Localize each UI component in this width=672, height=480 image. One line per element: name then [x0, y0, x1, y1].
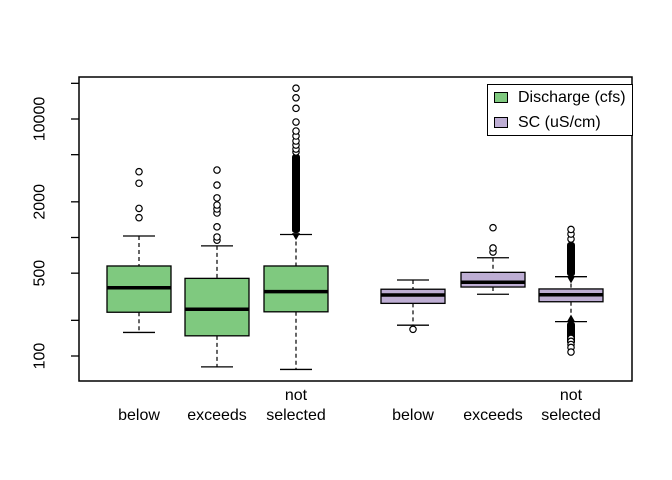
legend-swatch-sc: [494, 117, 508, 128]
outlier-point-sc-exceeds: [489, 223, 497, 232]
outlier-point-discharge-not-selected: [292, 104, 300, 113]
outlier-point-discharge-below: [135, 167, 143, 176]
outlier-point-sc-below: [409, 325, 417, 334]
box-discharge-not-selected: [263, 265, 329, 313]
outlier-point-discharge-below: [135, 213, 143, 222]
box-sc-exceeds: [460, 271, 526, 288]
outlier-point-sc-not-selected: [567, 348, 575, 356]
x-category-label: not: [560, 387, 583, 404]
legend: Discharge (cfs) SC (uS/cm): [487, 84, 633, 136]
box-discharge-exceeds: [184, 277, 250, 337]
outlier-column-discharge-not-selected: [292, 153, 300, 234]
outlier-column-tip-discharge-not-selected: [292, 233, 300, 241]
x-category-label: exceeds: [463, 407, 523, 424]
y-tick-label: 2000: [32, 184, 49, 220]
outlier-point-discharge-not-selected: [292, 118, 300, 126]
y-tick-label: 100: [32, 343, 49, 370]
outlier-point-discharge-below: [135, 179, 143, 188]
outlier-point-discharge-exceeds: [213, 233, 221, 241]
x-category-label: selected: [266, 407, 326, 424]
outlier-point-discharge-exceeds: [213, 166, 221, 174]
x-category-label: selected: [541, 407, 601, 424]
outlier-column-tip-sc-not-selected: [567, 276, 575, 284]
outlier-point-discharge-not-selected: [292, 93, 300, 102]
x-category-label: below: [118, 407, 160, 424]
outlier-point-sc-not-selected: [567, 225, 575, 234]
legend-swatch-discharge: [494, 92, 508, 103]
outlier-point-discharge-exceeds: [213, 194, 221, 202]
outlier-point-discharge-exceeds: [213, 201, 221, 209]
y-tick-label: 10000: [32, 97, 49, 142]
outlier-point-sc-exceeds: [489, 244, 497, 252]
legend-item-discharge: Discharge (cfs): [494, 87, 632, 109]
outlier-point-discharge-not-selected: [292, 127, 300, 135]
x-category-label: exceeds: [187, 407, 247, 424]
outlier-point-discharge-not-selected: [292, 84, 300, 92]
outlier-point-discharge-below: [135, 204, 143, 213]
x-category-label: below: [392, 407, 434, 424]
legend-item-sc: SC (uS/cm): [494, 112, 632, 134]
x-category-label: not: [285, 387, 308, 404]
outlier-point-discharge-exceeds: [213, 181, 221, 189]
y-tick-label: 500: [32, 260, 49, 287]
outlier-column-sc-not-selected: [567, 242, 575, 277]
plot-border: [78, 76, 633, 382]
outlier-column-tip-sc-not-selected: [567, 314, 575, 322]
outlier-point-discharge-exceeds: [213, 223, 221, 231]
legend-label-discharge: Discharge (cfs): [518, 88, 626, 106]
legend-label-sc: SC (uS/cm): [518, 113, 601, 131]
